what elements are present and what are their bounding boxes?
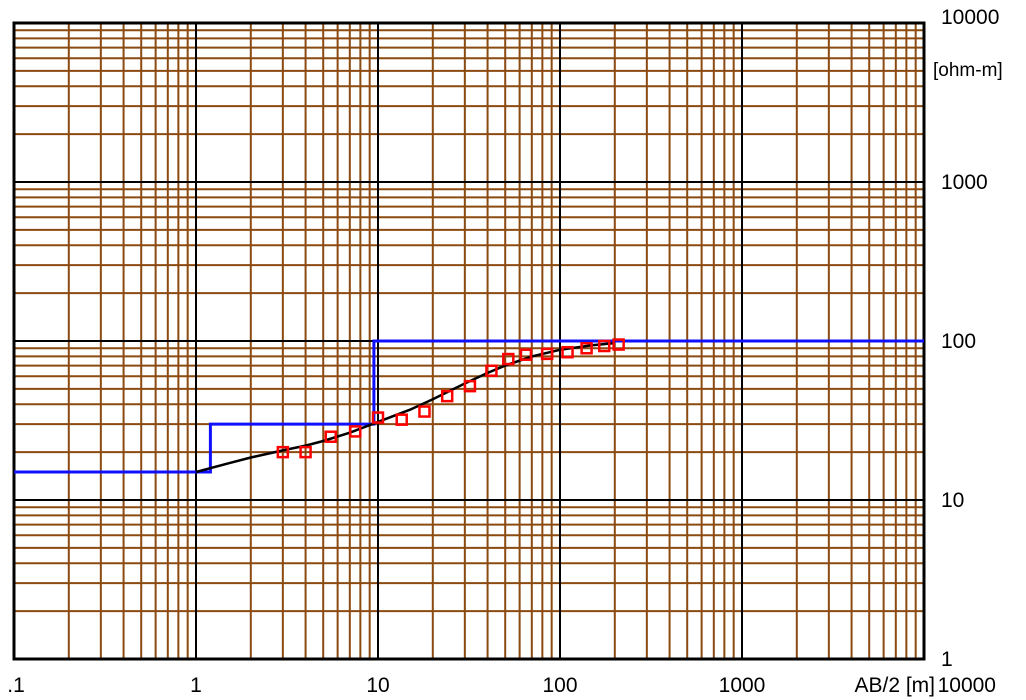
observed-point [276,445,290,459]
x-axis-label: AB/2 [m] [854,674,935,697]
observed-point [324,430,337,443]
observed-point [463,379,477,393]
observed-point [349,425,362,438]
observed-point [418,405,431,418]
x-tick-label: 10000 [938,674,996,697]
observed-point [597,339,611,353]
observed-point [612,338,625,351]
x-tick-label: 100 [542,674,577,697]
observed-point [395,413,408,426]
x-tick-label: 10 [366,674,389,697]
x-tick-label: 1 [190,674,202,697]
y-tick-label: 10 [941,489,964,512]
tick-labels: .1 1 10 100 1000 10000 1 10 100 1000 10000 [7,6,999,697]
observed-point [502,352,515,366]
observed-point [580,342,593,355]
y-tick-label: 100 [941,330,976,353]
model-step-line [14,339,924,474]
observed-point [485,364,498,377]
x-tick-label: 1000 [719,674,766,697]
observed-point [371,411,385,424]
y-tick-label: 1 [941,648,953,671]
observed-point [561,345,574,359]
y-tick-label: 1000 [941,171,988,194]
observed-point [519,348,533,361]
series-layer [14,338,924,474]
observed-point [299,445,312,459]
y-tick-label: 10000 [941,6,999,29]
x-tick-label: .1 [7,674,25,697]
observed-point [440,389,454,403]
observed-point [540,347,554,361]
y-axis-label: [ohm-m] [933,60,1003,81]
axis-labels: [ohm-m] AB/2 [m] [854,60,1002,697]
